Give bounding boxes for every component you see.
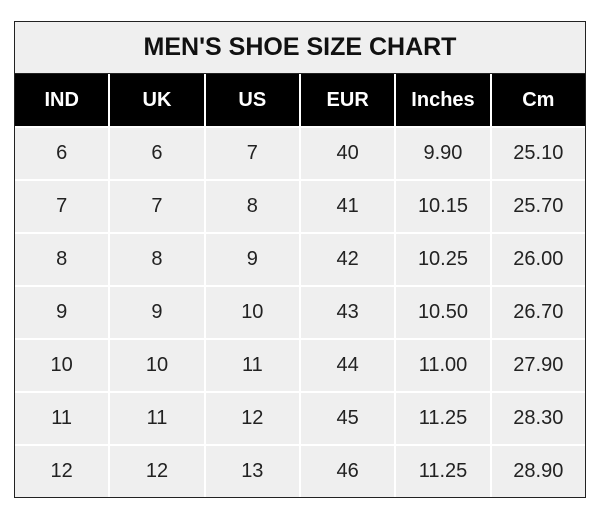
table-cell: 10.25 — [396, 234, 492, 285]
table-cell: 45 — [301, 393, 397, 444]
table-cell: 40 — [301, 128, 397, 179]
table-cell: 6 — [15, 128, 111, 179]
table-cell: 12 — [206, 393, 301, 444]
column-header-ind: IND — [15, 74, 111, 126]
table-cell: 11.00 — [396, 340, 492, 391]
column-header-uk: UK — [110, 74, 206, 126]
table-cell: 9 — [15, 287, 111, 338]
table-cell: 27.90 — [513, 354, 564, 376]
table-cell: 6 — [110, 128, 206, 179]
table-cell: 13 — [206, 446, 301, 497]
table-cell: 46 — [301, 446, 397, 497]
table-cell: 12 — [110, 446, 206, 497]
table-cell: 11 — [206, 340, 301, 391]
table-cell: 25.10 — [513, 142, 564, 164]
table-cell: 42 — [301, 234, 397, 285]
table-cell: 10 — [110, 340, 206, 391]
table-cell: 10.50 — [396, 287, 492, 338]
table-cell: 28.90 — [513, 460, 564, 482]
table-cell: 9.90 — [396, 128, 492, 179]
table-cell: 8 — [110, 234, 206, 285]
table-cell: 7 — [15, 181, 111, 232]
table-cell: 8 — [15, 234, 111, 285]
table-cell: 41 — [301, 181, 397, 232]
table-cell: 28.30 — [513, 407, 564, 429]
table-row: 7 7 8 41 10.15 25.70 — [15, 179, 585, 232]
column-header-eur: EUR — [301, 74, 397, 126]
header-row: IND UK US EUR Inches Cm — [15, 74, 585, 126]
column-header-inches: Inches — [396, 74, 492, 126]
table-cell: 43 — [301, 287, 397, 338]
table-row: 8 8 9 42 10.25 26.00 — [15, 232, 585, 285]
table-cell: 11.25 — [396, 393, 492, 444]
table-cell: 9 — [206, 234, 301, 285]
size-chart-table: MEN'S SHOE SIZE CHART IND UK US EUR Inches Cm… — [14, 21, 586, 498]
table-cell: 11 — [15, 393, 111, 444]
column-header-us: US — [206, 74, 301, 126]
table-cell: 25.70 — [513, 195, 564, 217]
table-cell: 8 — [206, 181, 301, 232]
table-title: MEN'S SHOE SIZE CHART — [15, 22, 585, 74]
table-row: 10 10 11 44 11.00 27.90 — [15, 338, 585, 391]
column-header-cm: Cm — [522, 89, 555, 111]
table-cell: 11.25 — [396, 446, 492, 497]
table-body: 6 6 7 40 9.90 25.10 7 7 8 41 10.15 25.70 8 8 9 42 10.25 2… — [15, 126, 585, 497]
table-cell: 10 — [206, 287, 301, 338]
table-row: 6 6 7 40 9.90 25.10 — [15, 126, 585, 179]
table-cell: 7 — [110, 181, 206, 232]
table-cell: 9 — [110, 287, 206, 338]
table-cell: 10.15 — [396, 181, 492, 232]
table-cell: 11 — [110, 393, 206, 444]
table-row: 12 12 13 46 11.25 28.90 — [15, 444, 585, 497]
table-cell: 44 — [301, 340, 397, 391]
table-cell: 26.70 — [513, 301, 564, 323]
table-row: 9 9 10 43 10.50 26.70 — [15, 285, 585, 338]
table-cell: 7 — [206, 128, 301, 179]
table-cell: 26.00 — [513, 248, 564, 270]
table-row: 11 11 12 45 11.25 28.30 — [15, 391, 585, 444]
table-cell: 10 — [15, 340, 111, 391]
table-cell: 12 — [15, 446, 111, 497]
